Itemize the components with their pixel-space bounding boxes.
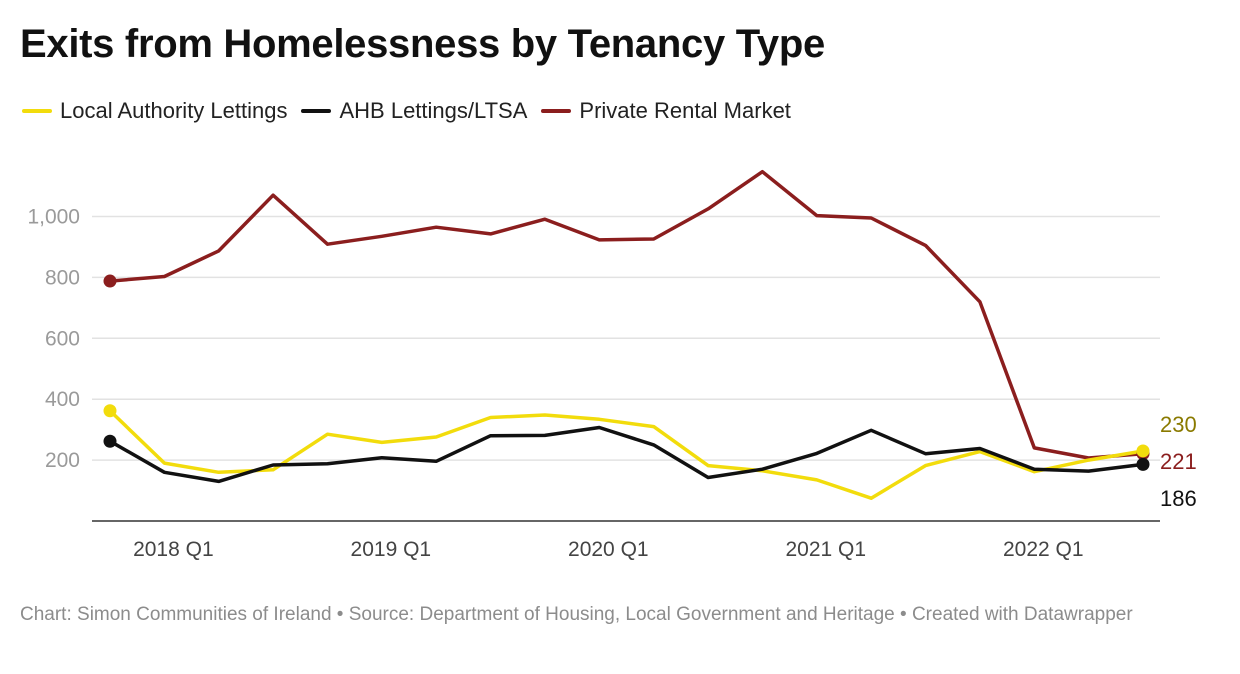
- series-line-0: [108, 409, 1145, 500]
- series-end-point-1: [1136, 457, 1150, 471]
- legend-label-local-authority: Local Authority Lettings: [60, 98, 288, 123]
- series-lines: [108, 169, 1145, 500]
- series-end-points: [103, 274, 1150, 471]
- series-line-1: [108, 425, 1145, 484]
- x-tick-label-2022-Q1: 2022 Q1: [1003, 538, 1084, 561]
- y-tick-label-600: 600: [45, 327, 80, 350]
- series-line-2: [108, 169, 1145, 460]
- x-tick-label-2018-Q1: 2018 Q1: [133, 538, 214, 561]
- y-tick-label-200: 200: [45, 449, 80, 472]
- y-axis-tick-labels: 1,000 800 600 400 200: [27, 206, 80, 473]
- legend-label-private-rental: Private Rental Market: [579, 98, 791, 123]
- end-label-series-0: 230: [1160, 412, 1197, 437]
- x-tick-label-2021-Q1: 2021 Q1: [786, 538, 867, 561]
- y-tick-label-400: 400: [45, 388, 80, 411]
- x-tick-label-2020-Q1: 2020 Q1: [568, 538, 649, 561]
- legend-swatch-ahb: [301, 109, 332, 113]
- legend-label-ahb: AHB Lettings/LTSA: [339, 98, 528, 123]
- legend-swatch-local-authority: [22, 109, 52, 113]
- x-tick-label-2019-Q1: 2019 Q1: [351, 538, 432, 561]
- end-label-series-2: 221: [1160, 449, 1197, 474]
- legend-item-local-authority: Local Authority Lettings: [22, 98, 287, 124]
- legend: Local Authority Lettings AHB Lettings/LT…: [22, 98, 805, 124]
- series-end-point-0: [1136, 444, 1150, 458]
- gridlines: [92, 215, 1160, 522]
- y-tick-label-800: 800: [45, 266, 80, 289]
- legend-item-private-rental: Private Rental Market: [541, 98, 791, 124]
- series-start-point-0: [103, 404, 117, 418]
- series-start-point-2: [103, 274, 117, 288]
- x-axis-tick-labels: 2018 Q1 2019 Q1 2020 Q1 2021 Q1 2022 Q1: [133, 538, 1083, 561]
- legend-item-ahb: AHB Lettings/LTSA: [301, 98, 527, 124]
- legend-swatch-private-rental: [541, 109, 572, 113]
- chart-footer: Chart: Simon Communities of Ireland • So…: [20, 604, 1133, 625]
- series-start-point-1: [103, 434, 117, 448]
- chart-title: Exits from Homelessness by Tenancy Type: [20, 22, 825, 66]
- series-end-labels: 230 221 186: [1160, 412, 1197, 511]
- end-label-series-1: 186: [1160, 486, 1197, 511]
- y-tick-label-1000: 1,000: [27, 206, 80, 229]
